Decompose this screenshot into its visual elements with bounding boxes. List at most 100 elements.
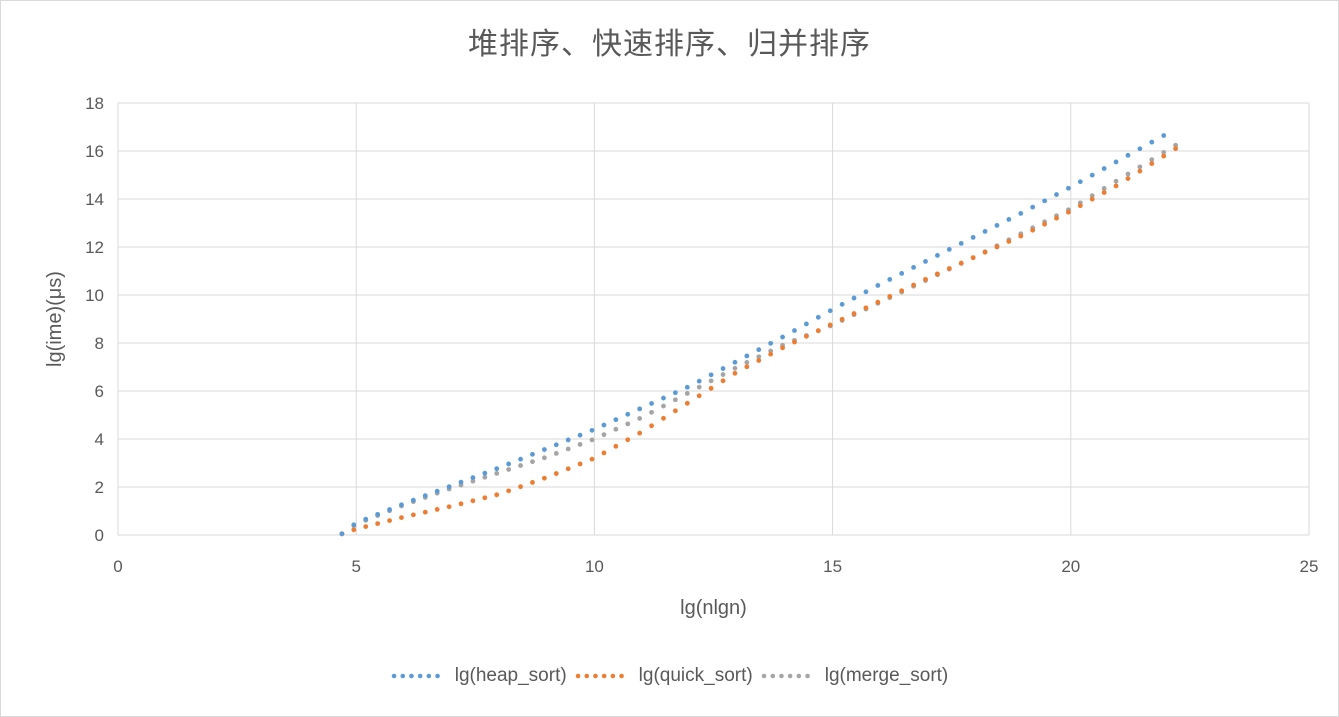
data-point-lg-quick-sort bbox=[1137, 168, 1143, 174]
data-point-lg-heap-sort bbox=[649, 401, 654, 406]
data-point-lg-quick-sort bbox=[923, 276, 928, 282]
data-point-lg-heap-sort bbox=[875, 283, 881, 288]
data-point-lg-merge-sort bbox=[530, 459, 535, 465]
data-point-lg-quick-sort bbox=[780, 345, 785, 351]
data-point-lg-heap-sort bbox=[899, 271, 905, 276]
data-point-lg-quick-sort bbox=[541, 475, 547, 481]
data-point-lg-heap-sort bbox=[851, 295, 857, 301]
data-point-lg-heap-sort bbox=[1161, 133, 1167, 138]
data-point-lg-merge-sort bbox=[1173, 142, 1179, 148]
data-point-lg-quick-sort bbox=[589, 456, 595, 462]
data-point-lg-heap-sort bbox=[1137, 146, 1143, 152]
data-point-lg-quick-sort bbox=[351, 527, 357, 533]
data-point-lg-heap-sort bbox=[375, 511, 381, 517]
data-point-lg-merge-sort bbox=[506, 467, 512, 472]
data-point-lg-merge-sort bbox=[744, 360, 750, 365]
data-point-lg-heap-sort bbox=[625, 411, 631, 417]
data-point-lg-heap-sort bbox=[434, 488, 440, 494]
data-point-lg-heap-sort bbox=[446, 484, 452, 490]
data-point-lg-quick-sort bbox=[553, 471, 559, 476]
data-point-lg-heap-sort bbox=[672, 390, 678, 396]
data-point-lg-heap-sort bbox=[541, 447, 547, 452]
data-point-lg-heap-sort bbox=[744, 353, 750, 359]
data-point-lg-heap-sort bbox=[506, 461, 512, 467]
data-point-lg-heap-sort bbox=[530, 451, 535, 457]
data-point-lg-quick-sort bbox=[958, 260, 964, 266]
data-point-lg-quick-sort bbox=[410, 512, 416, 518]
data-point-lg-quick-sort bbox=[518, 484, 523, 490]
data-point-lg-quick-sort bbox=[720, 378, 726, 384]
legend-swatch-merge-sort bbox=[761, 673, 816, 679]
data-point-lg-heap-sort bbox=[982, 229, 988, 234]
data-point-lg-heap-sort bbox=[399, 502, 404, 508]
data-point-lg-heap-sort bbox=[827, 308, 833, 314]
data-point-lg-heap-sort bbox=[553, 442, 559, 448]
data-point-lg-heap-sort bbox=[708, 372, 714, 378]
data-point-lg-merge-sort bbox=[482, 474, 488, 480]
y-tick-label: 18 bbox=[85, 94, 104, 113]
data-point-lg-quick-sort bbox=[672, 408, 678, 414]
y-tick-label: 2 bbox=[95, 478, 104, 497]
data-point-lg-heap-sort bbox=[780, 334, 785, 340]
data-point-lg-quick-sort bbox=[899, 288, 905, 294]
data-point-lg-merge-sort bbox=[494, 470, 500, 476]
data-point-lg-quick-sort bbox=[768, 351, 774, 357]
data-point-lg-heap-sort bbox=[601, 422, 607, 428]
data-point-lg-merge-sort bbox=[1101, 186, 1107, 191]
data-point-lg-merge-sort bbox=[565, 446, 571, 452]
data-point-lg-heap-sort bbox=[839, 301, 845, 307]
data-point-lg-heap-sort bbox=[958, 241, 964, 246]
data-point-lg-heap-sort bbox=[458, 479, 464, 485]
data-point-lg-merge-sort bbox=[589, 437, 595, 443]
data-point-lg-heap-sort bbox=[1042, 198, 1047, 204]
data-point-lg-quick-sort bbox=[387, 518, 392, 523]
chart-title: 堆排序、快速排序、归并排序 bbox=[468, 27, 871, 62]
data-point-lg-merge-sort bbox=[1113, 178, 1119, 184]
data-point-lg-heap-sort bbox=[911, 265, 916, 270]
data-point-lg-quick-sort bbox=[970, 255, 976, 261]
data-point-lg-quick-sort bbox=[601, 450, 607, 456]
data-point-lg-heap-sort bbox=[637, 406, 643, 412]
data-point-lg-heap-sort bbox=[1089, 172, 1095, 178]
data-point-lg-quick-sort bbox=[577, 461, 583, 467]
data-point-lg-quick-sort bbox=[756, 358, 762, 363]
data-point-lg-quick-sort bbox=[482, 495, 488, 501]
data-point-lg-quick-sort bbox=[458, 501, 464, 507]
data-point-lg-heap-sort bbox=[994, 223, 1000, 228]
data-point-lg-quick-sort bbox=[1125, 176, 1131, 182]
data-point-lg-quick-sort bbox=[1161, 153, 1167, 159]
data-point-lg-quick-sort bbox=[911, 282, 916, 288]
data-point-lg-heap-sort bbox=[815, 314, 821, 320]
legend-label-quick-sort: lg(quick_sort) bbox=[638, 665, 753, 686]
data-point-lg-merge-sort bbox=[470, 478, 476, 484]
data-point-lg-quick-sort bbox=[565, 466, 571, 472]
x-axis-title: lg(nlgn) bbox=[680, 597, 747, 619]
legend-label-heap-sort: lg(heap_sort) bbox=[454, 665, 567, 686]
legend: lg(heap_sort) lg(quick_sort) lg(merge_so… bbox=[1, 665, 1338, 687]
data-point-lg-merge-sort bbox=[553, 451, 559, 456]
legend-swatch-quick-sort bbox=[575, 673, 630, 679]
data-point-lg-quick-sort bbox=[1077, 203, 1083, 209]
legend-label-merge-sort: lg(merge_sort) bbox=[824, 665, 949, 686]
data-point-lg-heap-sort bbox=[387, 507, 392, 512]
data-point-lg-merge-sort bbox=[649, 409, 654, 415]
data-point-lg-quick-sort bbox=[1006, 239, 1012, 244]
data-point-lg-merge-sort bbox=[518, 463, 523, 468]
data-point-lg-heap-sort bbox=[1018, 211, 1024, 216]
data-point-lg-merge-sort bbox=[684, 391, 690, 396]
y-tick-label: 6 bbox=[95, 382, 104, 401]
data-point-lg-merge-sort bbox=[625, 421, 631, 427]
data-point-lg-quick-sort bbox=[613, 443, 619, 449]
data-point-lg-merge-sort bbox=[613, 426, 619, 432]
data-point-lg-heap-sort bbox=[684, 384, 690, 390]
data-point-lg-merge-sort bbox=[732, 365, 738, 371]
data-point-lg-merge-sort bbox=[1161, 150, 1167, 155]
data-point-lg-heap-sort bbox=[1125, 152, 1131, 158]
data-point-lg-quick-sort bbox=[399, 515, 404, 520]
x-tick-label: 20 bbox=[1061, 557, 1080, 576]
y-tick-label: 10 bbox=[85, 286, 104, 305]
y-axis-title: lg(ime)(μs) bbox=[44, 271, 66, 367]
data-point-lg-merge-sort bbox=[756, 354, 762, 360]
